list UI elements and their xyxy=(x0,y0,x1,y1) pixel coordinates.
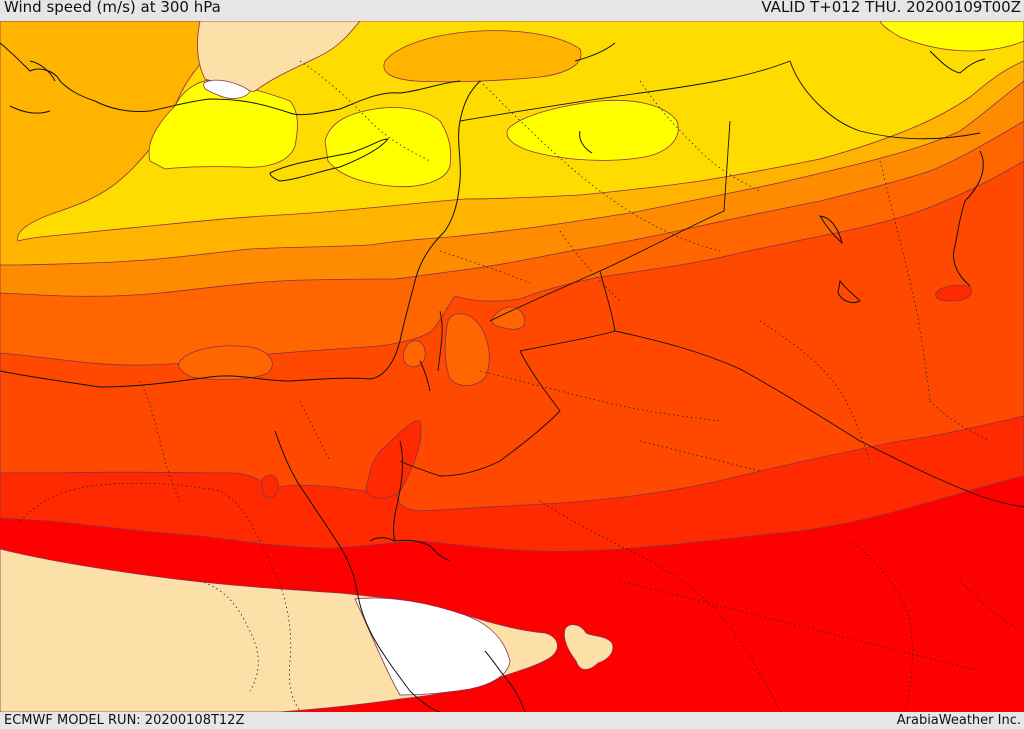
band-red-orange-gulf xyxy=(261,474,279,498)
band-dark-orange-spot-iraq xyxy=(491,306,526,330)
coastlines xyxy=(0,42,986,712)
band-amber-north xyxy=(383,30,582,83)
band-yellow-northeast xyxy=(879,21,1024,52)
band-dark-orange-spot-west xyxy=(178,345,273,381)
band-dark-orange-spot-small xyxy=(402,340,426,368)
internal-borders xyxy=(19,60,1024,712)
wind-speed-map[interactable] xyxy=(0,21,1024,712)
band-yellow-center xyxy=(324,107,452,187)
model-run: ECMWF MODEL RUN: 20200108T12Z xyxy=(4,713,245,728)
band-yellow-east xyxy=(506,99,679,161)
map-title: Wind speed (m/s) at 300 hPa xyxy=(4,0,221,16)
credit-text: ArabiaWeather Inc. xyxy=(896,713,1021,728)
band-pale-wheat-spot xyxy=(563,624,614,670)
band-white-south xyxy=(354,597,511,696)
country-borders xyxy=(399,60,1024,508)
band-red-spot-iran xyxy=(935,284,972,302)
band-white-northwest xyxy=(203,79,251,99)
map-header: Wind speed (m/s) at 300 hPa VALID T+012 … xyxy=(0,0,1024,21)
band-yellow-west xyxy=(148,79,298,170)
band-pale-wheat-northwest xyxy=(197,21,361,92)
map-footer: ECMWF MODEL RUN: 20200108T12Z ArabiaWeat… xyxy=(0,712,1024,729)
band-dark-orange-spot-jordan xyxy=(444,313,490,386)
map-svg xyxy=(0,21,1024,712)
valid-time: VALID T+012 THU. 20200109T00Z xyxy=(761,0,1021,16)
